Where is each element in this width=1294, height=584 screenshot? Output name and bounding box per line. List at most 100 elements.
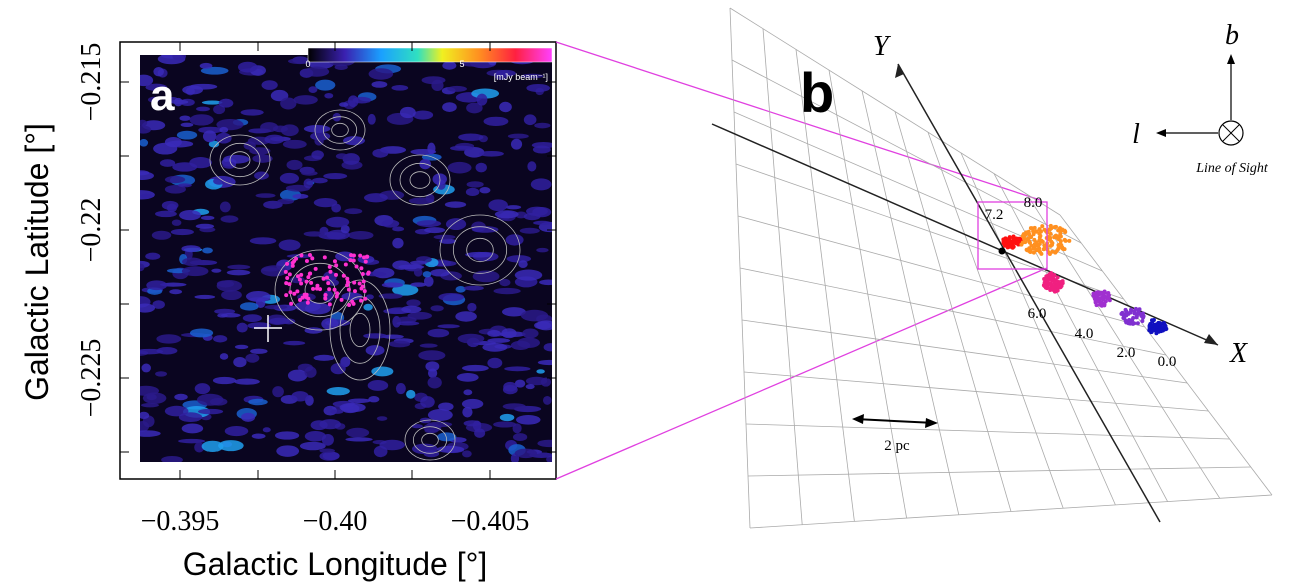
noise-blob: [406, 299, 421, 307]
cluster-point: [1056, 243, 1061, 248]
noise-blob: [537, 439, 552, 448]
contour: [329, 279, 391, 381]
noise-blob: [505, 234, 524, 246]
noise-blob: [250, 348, 268, 354]
source-point: [352, 289, 357, 294]
source-point: [347, 302, 352, 307]
noise-blob: [208, 140, 220, 148]
noise-blob: [178, 438, 206, 444]
noise-blob: [427, 328, 450, 338]
cluster-point: [1052, 225, 1057, 230]
noise-blob: [182, 257, 203, 267]
noise-blob: [209, 397, 228, 406]
noise-blob: [363, 193, 388, 203]
source-point: [359, 298, 364, 303]
contour: [339, 296, 381, 364]
noise-blob: [371, 366, 394, 377]
noise-blob: [181, 245, 201, 253]
noise-blob: [348, 398, 371, 404]
noise-blob: [252, 154, 273, 163]
source-point: [328, 269, 333, 274]
noise-blob: [291, 391, 309, 402]
grid-line: [927, 132, 1064, 509]
noise-blob: [218, 440, 244, 452]
noise-blob: [395, 382, 406, 395]
noise-blob: [367, 380, 389, 391]
source-point: [362, 255, 367, 260]
noise-blob: [501, 307, 526, 317]
cluster-point: [1031, 229, 1036, 234]
noise-blob: [502, 403, 526, 410]
noise-blob: [141, 363, 151, 373]
colorbar-tick: 0: [305, 59, 310, 69]
zoom-box: [977, 201, 1048, 270]
source-point: [351, 301, 356, 306]
panel-b: X Y 0.0 2.0 4.0 6.0 7.2 8.0 b 2 pc b l L…: [711, 7, 1273, 529]
noise-blob: [270, 89, 289, 102]
noise-blob: [152, 300, 165, 309]
origin: [998, 247, 1006, 255]
noise-blob: [463, 389, 473, 396]
connector: [555, 267, 1048, 480]
source-point: [360, 272, 365, 277]
noise-blob: [155, 371, 168, 377]
noise-blob: [216, 280, 243, 292]
noise-blob: [373, 445, 388, 458]
source-point: [346, 287, 351, 292]
noise-blob: [251, 433, 266, 439]
grid-line: [741, 319, 1188, 384]
cluster-point: [1025, 230, 1030, 235]
noise-blob: [240, 109, 264, 116]
noise-blob: [543, 343, 552, 352]
noise-blob: [382, 334, 404, 339]
noise-blob: [478, 150, 504, 157]
noise-blob: [224, 426, 249, 437]
noise-blob: [155, 210, 177, 218]
noise-blob: [368, 68, 394, 80]
noise-blob: [286, 159, 303, 171]
cluster-point: [1067, 238, 1072, 243]
source-point: [341, 273, 346, 278]
noise-blob: [334, 64, 348, 70]
cluster-point: [1034, 229, 1039, 234]
noise-blob: [181, 423, 204, 434]
contour: [322, 116, 358, 144]
noise-blob: [501, 328, 517, 339]
noise-blob: [202, 130, 217, 143]
noise-blob: [536, 369, 545, 374]
cluster-point: [1048, 243, 1053, 248]
noise-blob: [219, 353, 229, 360]
noise-blob: [436, 432, 457, 442]
noise-blob: [299, 441, 326, 451]
source-point: [366, 270, 371, 275]
noise-blob: [319, 451, 340, 461]
x-tick-label: −0.40: [303, 506, 368, 537]
noise-blob: [534, 122, 551, 129]
source-point: [289, 301, 294, 306]
arrowhead: [895, 64, 904, 78]
contour: [389, 154, 451, 206]
noise-blob: [536, 247, 549, 253]
noise-blob: [510, 138, 523, 150]
noise-blob: [504, 366, 531, 372]
line-of-sight-label: Line of Sight: [1195, 161, 1269, 176]
noise-blob: [245, 353, 260, 363]
noise-blob: [525, 384, 535, 390]
noise-blob: [277, 198, 294, 205]
cluster-point: [1011, 235, 1016, 240]
cluster-point: [1141, 315, 1146, 320]
cluster-point: [1161, 321, 1166, 326]
noise-blob: [340, 225, 350, 234]
cluster-point: [1011, 244, 1016, 249]
noise-blob: [315, 79, 336, 91]
noise-blob: [499, 413, 515, 422]
cluster-point: [1028, 240, 1033, 245]
noise-blob: [330, 409, 344, 414]
noise-blob: [467, 302, 477, 312]
source-point: [299, 253, 304, 258]
noise-blob: [425, 193, 435, 203]
contour: [399, 162, 441, 198]
source-point: [327, 287, 332, 292]
noise-blob: [153, 66, 164, 77]
